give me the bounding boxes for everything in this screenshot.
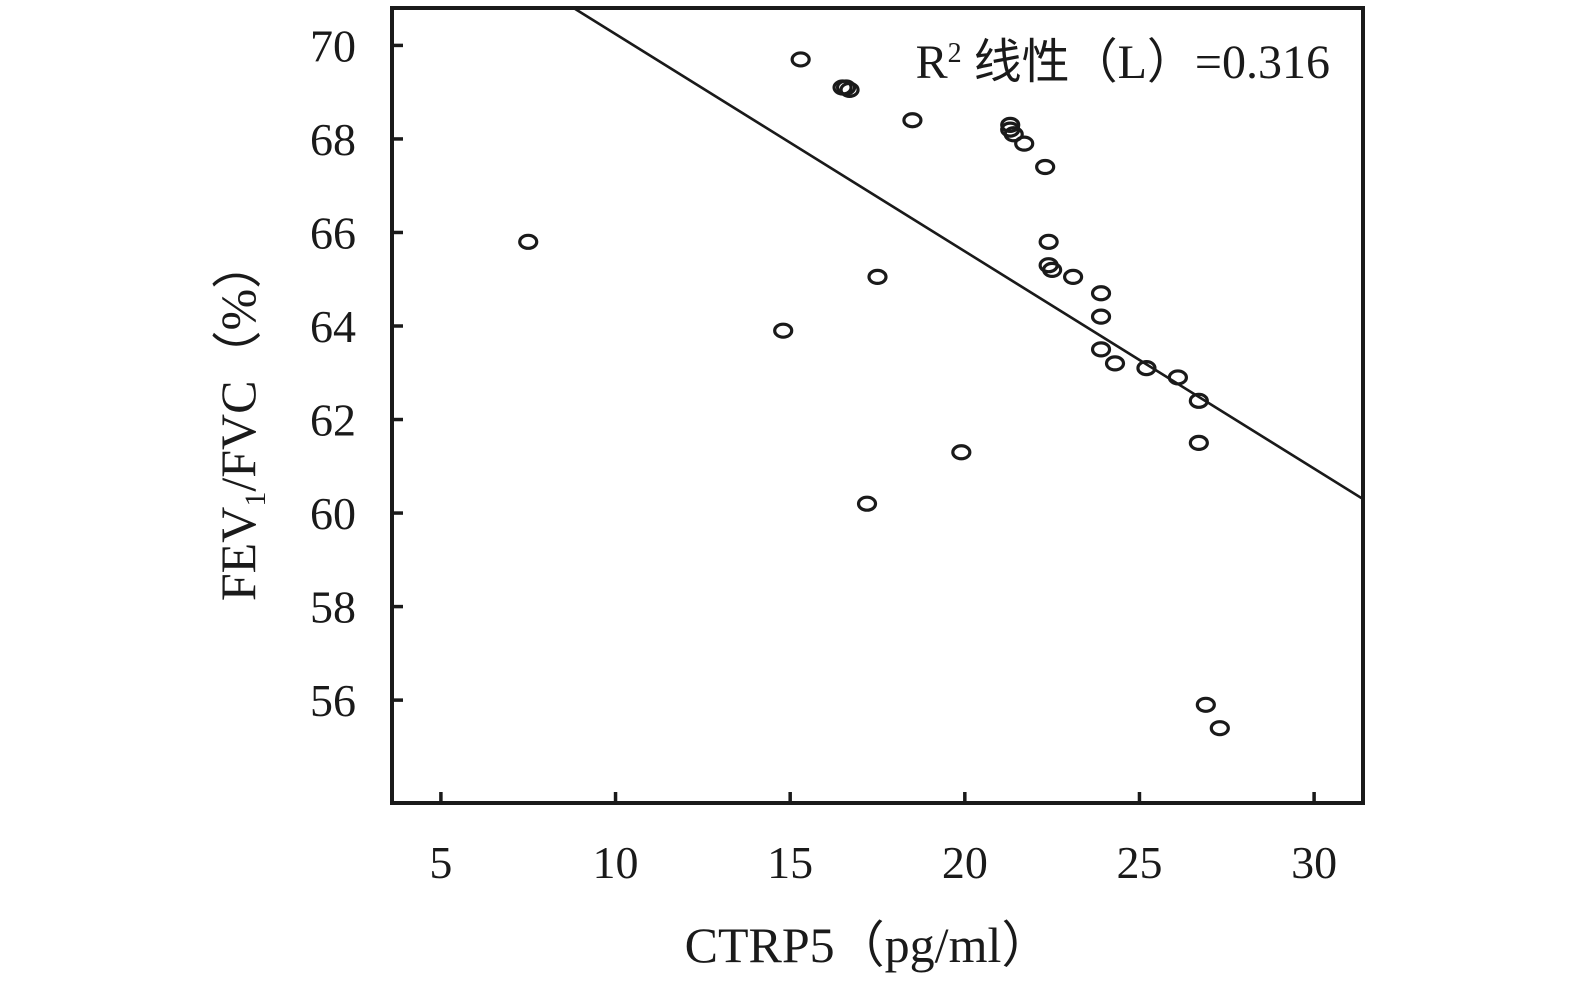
x-tick-label-5: 5 xyxy=(429,837,452,888)
data-point-9 xyxy=(902,112,923,129)
data-point-23 xyxy=(1104,355,1126,372)
data-point-14 xyxy=(1014,135,1035,152)
data-point-11 xyxy=(1000,116,1021,134)
data-point-8 xyxy=(867,268,888,285)
y-axis-ticks: 56 58 60 62 64 66 68 70 xyxy=(310,20,403,726)
data-point-2 xyxy=(773,322,794,339)
y-tick-label-64: 64 xyxy=(310,301,356,352)
y-tick-label-62: 62 xyxy=(310,395,356,446)
data-point-21 xyxy=(1090,308,1112,325)
data-point-24 xyxy=(1136,359,1157,377)
data-point-26 xyxy=(1188,392,1209,409)
y-axis-title: FEV1/FVC（%） xyxy=(210,239,272,601)
data-point-7 xyxy=(856,495,878,512)
y-tick-label-70: 70 xyxy=(310,20,356,71)
data-point-13 xyxy=(1003,126,1024,143)
data-point-6 xyxy=(839,81,860,98)
x-tick-label-30: 30 xyxy=(1291,837,1337,888)
regression-line xyxy=(572,8,1363,501)
y-tick-label-66: 66 xyxy=(310,207,356,258)
data-point-20 xyxy=(1090,285,1112,302)
y-tick-label-68: 68 xyxy=(310,114,356,165)
data-point-1 xyxy=(518,233,539,250)
x-axis-title: CTRP5（pg/ml） xyxy=(685,917,1052,973)
x-tick-label-20: 20 xyxy=(942,837,988,888)
x-axis-ticks: 5 10 15 20 25 30 xyxy=(429,792,1337,888)
y-tick-label-58: 58 xyxy=(310,582,356,633)
data-points xyxy=(518,51,1230,737)
data-point-5 xyxy=(835,79,857,96)
data-point-27 xyxy=(1188,434,1209,452)
r-squared-annotation: R2 线性（L）=0.316 xyxy=(916,36,1330,89)
data-point-25 xyxy=(1167,369,1188,386)
x-tick-label-10: 10 xyxy=(593,837,639,888)
y-tick-label-60: 60 xyxy=(310,488,356,539)
data-point-3 xyxy=(790,51,811,68)
x-tick-label-15: 15 xyxy=(767,837,813,888)
x-tick-label-25: 25 xyxy=(1116,837,1162,888)
data-point-19 xyxy=(1062,268,1084,285)
y-tick-label-56: 56 xyxy=(310,675,356,726)
data-point-15 xyxy=(1035,158,1056,176)
data-point-16 xyxy=(1038,233,1059,250)
data-point-10 xyxy=(951,444,972,461)
data-point-29 xyxy=(1209,720,1230,737)
data-point-18 xyxy=(1042,261,1063,278)
data-point-22 xyxy=(1090,341,1112,358)
data-point-28 xyxy=(1195,696,1216,713)
plot-frame xyxy=(390,6,1365,805)
